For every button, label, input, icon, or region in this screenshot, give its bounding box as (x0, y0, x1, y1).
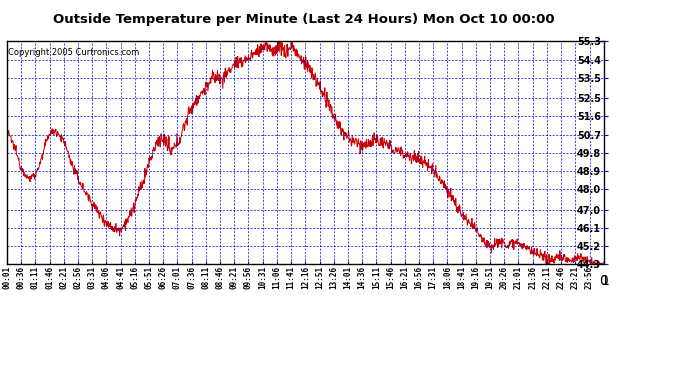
Text: Outside Temperature per Minute (Last 24 Hours) Mon Oct 10 00:00: Outside Temperature per Minute (Last 24 … (53, 13, 554, 26)
Text: Copyright 2005 Curtronics.com: Copyright 2005 Curtronics.com (8, 48, 139, 57)
